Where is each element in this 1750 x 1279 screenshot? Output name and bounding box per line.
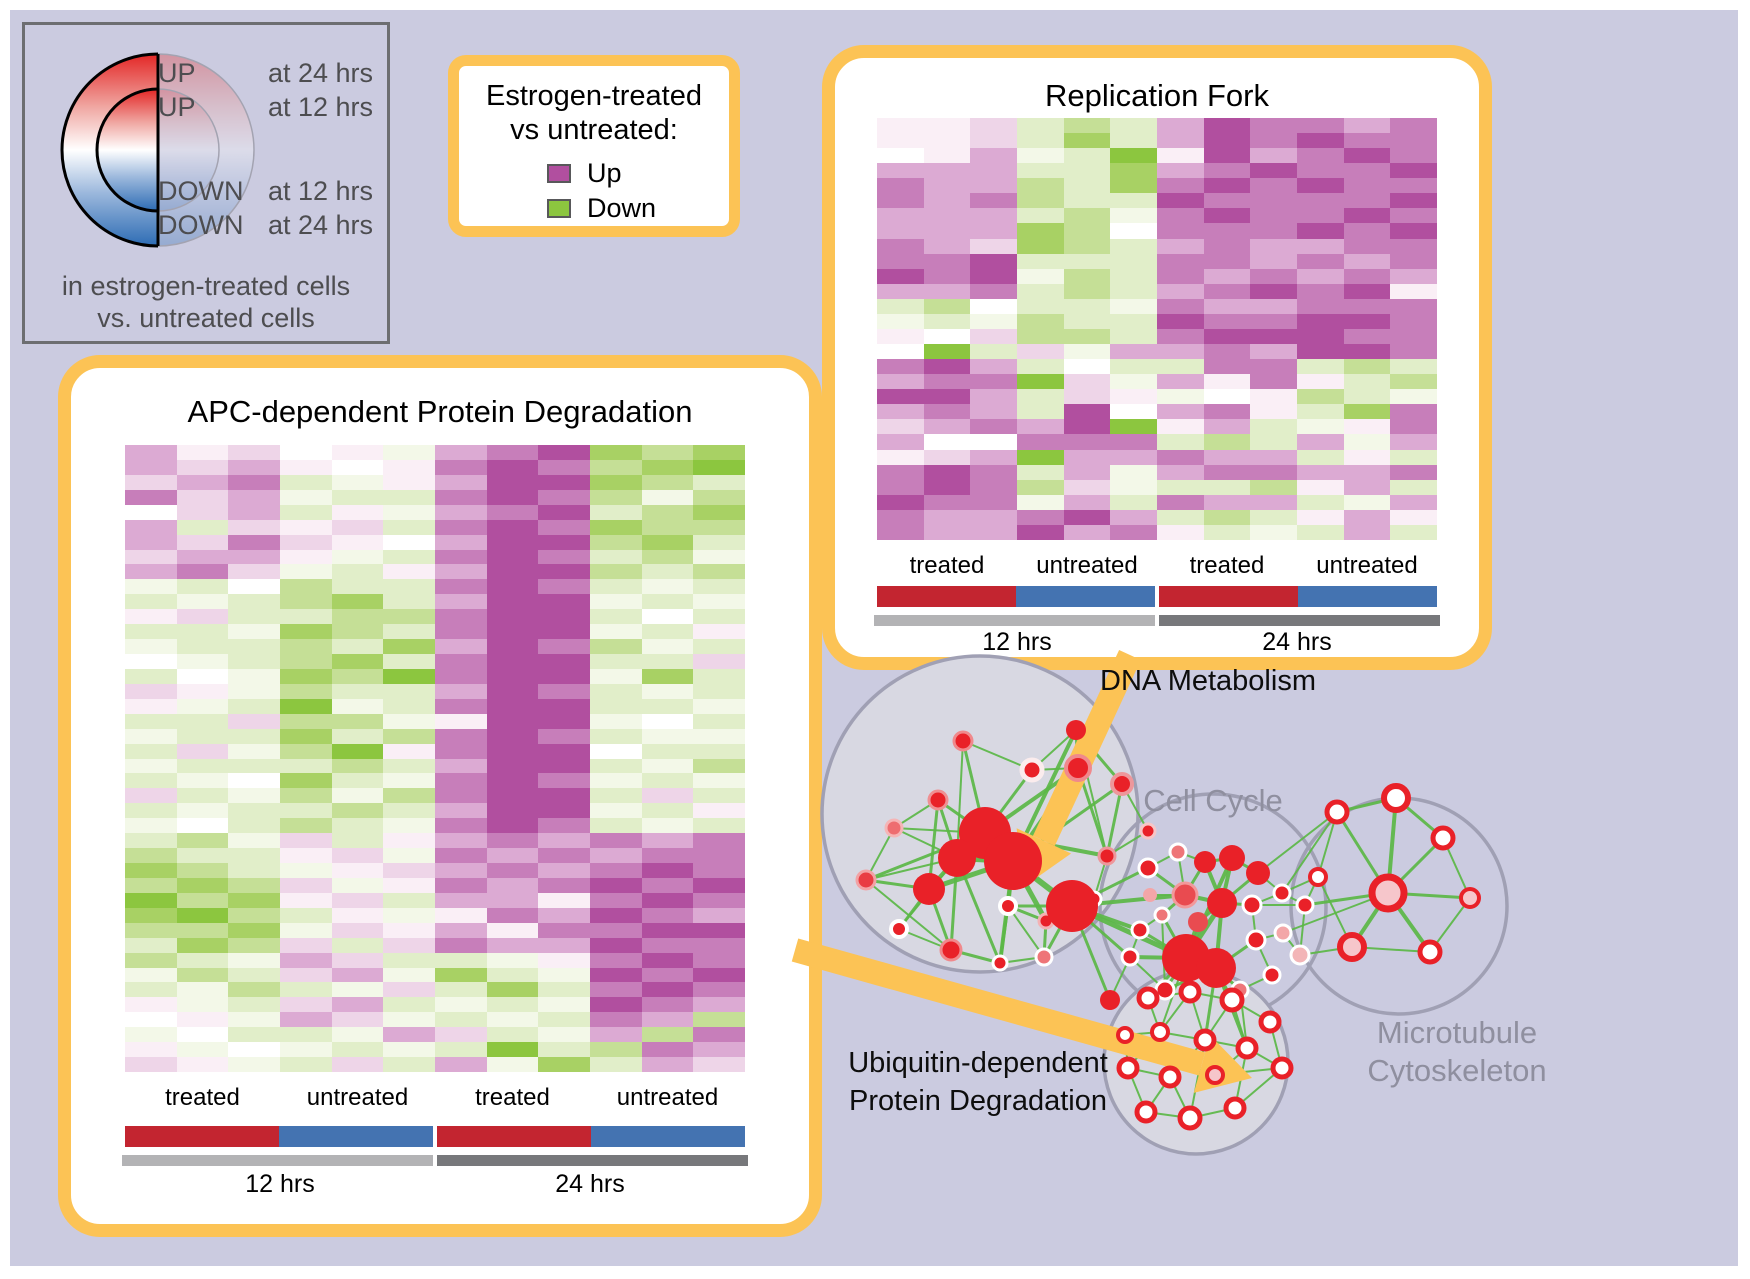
- apc-time-labels: 12 hrs 24 hrs: [125, 1170, 745, 1199]
- legend-up-inner: UP: [158, 92, 196, 122]
- rf-12hrs-label: 12 hrs: [982, 628, 1052, 656]
- apc-heatmap-panel: APC-dependent Protein Degradation treate…: [58, 355, 822, 1237]
- rf-group-untreated-12: untreated: [1036, 552, 1138, 579]
- legend-caption-line2: vs. untreated cells: [97, 303, 315, 333]
- estrogen-legend-title-line2: vs untreated:: [510, 114, 678, 146]
- apc-group-labels: treated untreated treated untreated: [125, 1084, 745, 1112]
- legend-down-outer: DOWN: [158, 210, 244, 240]
- apc-panel-title: APC-dependent Protein Degradation: [187, 394, 693, 429]
- up-color-swatch: [547, 164, 571, 183]
- ubiquitin-degradation-label: Ubiquitin-dependent Protein Degradation: [848, 1044, 1108, 1120]
- apc-group-untreated-12: untreated: [306, 1084, 409, 1111]
- estrogen-updown-legend: Estrogen-treated vs untreated: Up Down: [448, 55, 740, 237]
- rf-time-labels: 12 hrs 24 hrs: [877, 628, 1437, 657]
- rf-24hrs-label: 24 hrs: [1262, 628, 1332, 656]
- legend-at24-top: at 24 hrs: [267, 58, 373, 88]
- ubiquitin-label-line2: Protein Degradation: [849, 1085, 1107, 1117]
- rf-group-treated-24: treated: [1189, 552, 1265, 579]
- legend-at24-bottom: at 24 hrs: [267, 210, 373, 240]
- apc-group-untreated-24: untreated: [616, 1084, 719, 1111]
- up-label: Up: [587, 158, 622, 188]
- rf-group-treated-12: treated: [909, 552, 985, 579]
- apc-time-bar: [122, 1155, 748, 1166]
- down-color-swatch: [547, 199, 571, 218]
- apc-group-treated-24: treated: [475, 1084, 550, 1111]
- rf-panel-title: Replication Fork: [1045, 78, 1269, 113]
- apc-24hrs-label: 24 hrs: [555, 1170, 625, 1198]
- legend-up-outer: UP: [158, 58, 196, 88]
- legend-caption-line1: in estrogen-treated cells: [61, 271, 351, 301]
- updown-gradient-icon: [60, 52, 255, 248]
- apc-heatmap: [125, 445, 745, 1072]
- legend-at12-bottom: at 12 hrs: [267, 176, 373, 206]
- legend-down-inner: DOWN: [158, 176, 244, 206]
- circle-gradient-legend: UP at 24 hrs UP at 12 hrs DOWN at 12 hrs…: [22, 22, 390, 344]
- replication-fork-panel: Replication Fork treated untreated treat…: [822, 45, 1492, 670]
- rf-condition-bar: [877, 586, 1437, 607]
- down-label: Down: [587, 193, 657, 223]
- rf-heatmap: [877, 118, 1437, 540]
- apc-group-treated-12: treated: [165, 1084, 240, 1111]
- dna-metabolism-label: DNA Metabolism: [1100, 665, 1316, 697]
- estrogen-legend-title-line1: Estrogen-treated: [485, 80, 702, 112]
- rf-time-bar: [874, 615, 1440, 626]
- ubiquitin-label-line1: Ubiquitin-dependent: [848, 1047, 1108, 1079]
- rf-group-untreated-24: untreated: [1316, 552, 1418, 579]
- microtubule-cytoskeleton-label: Microtubule Cytoskeleton: [1367, 1014, 1546, 1090]
- rf-group-labels: treated untreated treated untreated: [877, 552, 1437, 580]
- cell-cycle-label: Cell Cycle: [1143, 783, 1283, 818]
- apc-condition-bar: [125, 1126, 745, 1147]
- legend-at12-top: at 12 hrs: [267, 92, 373, 122]
- apc-12hrs-label: 12 hrs: [245, 1170, 315, 1198]
- microtubule-label-line2: Cytoskeleton: [1367, 1053, 1547, 1088]
- microtubule-label-line1: Microtubule: [1376, 1015, 1538, 1050]
